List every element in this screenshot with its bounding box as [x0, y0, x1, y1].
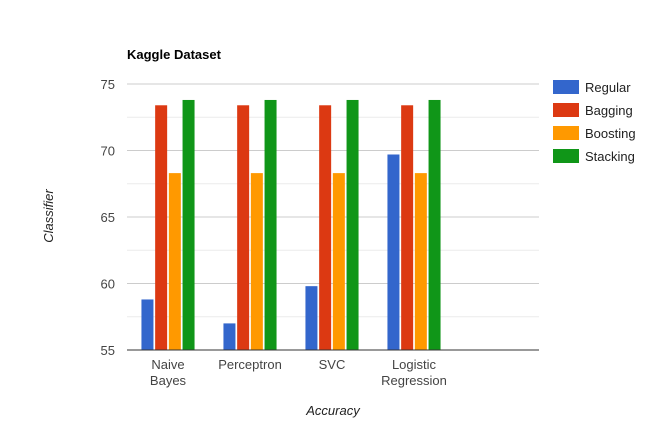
bar-bagging-0 — [155, 105, 168, 350]
bar-regular-0 — [141, 299, 154, 350]
legend-swatch-regular — [553, 80, 579, 94]
x-axis-title: Accuracy — [305, 403, 361, 418]
y-tick-label: 65 — [101, 210, 115, 225]
y-tick-label: 75 — [101, 77, 115, 92]
bar-boosting-1 — [250, 173, 263, 350]
bars — [141, 99, 441, 351]
x-tick-label: Regression — [381, 373, 447, 388]
bar-regular-2 — [305, 286, 318, 350]
legend-swatch-stacking — [553, 149, 579, 163]
legend: Regular Bagging Boosting Stacking — [553, 80, 636, 164]
y-tick-label: 70 — [101, 144, 115, 159]
bar-stacking-0 — [182, 99, 195, 351]
bar-boosting-3 — [414, 173, 427, 350]
legend-swatch-boosting — [553, 126, 579, 140]
bar-bagging-1 — [237, 105, 250, 350]
x-tick-label: Naive — [151, 357, 184, 372]
legend-label-bagging: Bagging — [585, 103, 633, 118]
legend-label-boosting: Boosting — [585, 126, 636, 141]
legend-label-regular: Regular — [585, 80, 631, 95]
x-tick-label: SVC — [319, 357, 346, 372]
bar-stacking-1 — [264, 99, 277, 351]
bar-boosting-2 — [332, 173, 345, 350]
bar-regular-1 — [223, 323, 236, 350]
bar-bagging-2 — [319, 105, 332, 350]
y-tick-label: 55 — [101, 343, 115, 358]
bar-bagging-3 — [401, 105, 414, 350]
bar-boosting-0 — [168, 173, 181, 350]
bar-stacking-2 — [346, 99, 359, 351]
legend-label-stacking: Stacking — [585, 149, 635, 164]
legend-swatch-bagging — [553, 103, 579, 117]
bar-stacking-3 — [428, 99, 441, 351]
x-tick-label: Logistic — [392, 357, 437, 372]
chart-title: Kaggle Dataset — [127, 47, 222, 62]
y-tick-labels: 55 60 65 70 75 — [101, 77, 115, 358]
y-axis-title: Classifier — [41, 189, 56, 243]
x-tick-label: Bayes — [150, 373, 187, 388]
y-tick-label: 60 — [101, 277, 115, 292]
x-tick-label: Perceptron — [218, 357, 282, 372]
bar-regular-3 — [387, 154, 400, 350]
